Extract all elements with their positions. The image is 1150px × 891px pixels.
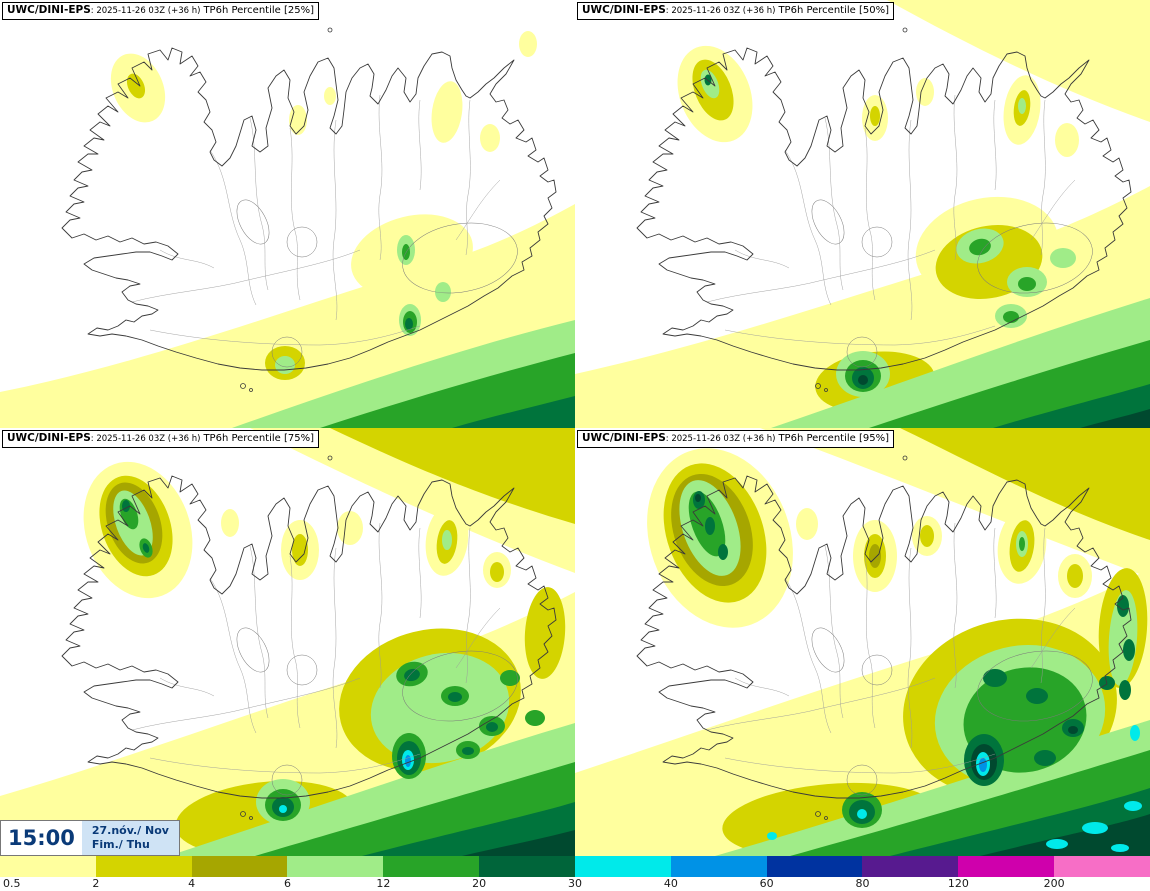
iceland-map-25 <box>0 27 575 428</box>
valid-date: 27.nóv./ Nov Fim./ Thu <box>81 821 179 855</box>
parameter-label: TP6h Percentile [75%] <box>203 433 314 444</box>
precip-field <box>575 428 1150 856</box>
run-info: : 2025-11-26 03Z (+36 h) <box>665 6 776 16</box>
iceland-map-75 <box>0 428 575 856</box>
forecast-panel-50: UWC/DINI-EPS: 2025-11-26 03Z (+36 h) TP6h… <box>575 0 1150 428</box>
parameter-label: TP6h Percentile [50%] <box>778 5 889 16</box>
valid-date-line: 27.nóv./ Nov <box>91 824 169 837</box>
colorbar-segment-80 <box>862 856 959 877</box>
panel-title-75: UWC/DINI-EPS: 2025-11-26 03Z (+36 h) TP6h… <box>2 430 319 448</box>
colorbar-labels: 0.5 2 4 6 12 20 30 40 60 80 120 200 <box>0 877 1150 891</box>
model-name: UWC/DINI-EPS <box>7 4 91 16</box>
colorbar-tick-12: 12 <box>376 877 391 890</box>
iceland-map-95 <box>575 428 1150 856</box>
colorbar-segment-6 <box>287 856 384 877</box>
colorbar-tick-80: 80 <box>855 877 870 890</box>
run-info: : 2025-11-26 03Z (+36 h) <box>665 434 776 444</box>
run-info: : 2025-11-26 03Z (+36 h) <box>90 434 201 444</box>
panel-grid: UWC/DINI-EPS: 2025-11-26 03Z (+36 h) TP6h… <box>0 0 1150 856</box>
colorbar-segment-200 <box>1054 856 1150 877</box>
colorbar-segment-120 <box>958 856 1055 877</box>
colorbar-segment-60 <box>766 856 863 877</box>
colorbar-tick-2: 2 <box>92 877 100 890</box>
colorbar-segment-40 <box>670 856 767 877</box>
model-name: UWC/DINI-EPS <box>582 432 666 444</box>
precip-field <box>0 31 575 428</box>
colorbar-tick-120: 120 <box>947 877 969 890</box>
parameter-label: TP6h Percentile [25%] <box>203 5 314 16</box>
colorbar-band <box>0 856 1150 877</box>
valid-time: 15:00 <box>1 821 82 855</box>
forecast-panel-25: UWC/DINI-EPS: 2025-11-26 03Z (+36 h) TP6h… <box>0 0 575 428</box>
colorbar-tick-20: 20 <box>472 877 487 890</box>
colorbar-tick-60: 60 <box>759 877 774 890</box>
colorbar-tick-4: 4 <box>188 877 196 890</box>
colorbar-segment-30 <box>574 856 671 877</box>
colorbar-tick-6: 6 <box>284 877 291 890</box>
precip-field <box>575 0 1150 428</box>
colorbar-tick-40: 40 <box>663 877 678 890</box>
parameter-label: TP6h Percentile [95%] <box>778 433 889 444</box>
valid-day-line: Fim./ Thu <box>91 838 150 851</box>
precipitation-colorbar: 0.5 2 4 6 12 20 30 40 60 80 120 200 <box>0 856 1150 891</box>
panel-title-50: UWC/DINI-EPS: 2025-11-26 03Z (+36 h) TP6h… <box>577 2 894 20</box>
colorbar-segment-12 <box>383 856 480 877</box>
panel-title-95: UWC/DINI-EPS: 2025-11-26 03Z (+36 h) TP6h… <box>577 430 894 448</box>
model-name: UWC/DINI-EPS <box>582 4 666 16</box>
colorbar-segment-0.5 <box>0 856 96 877</box>
colorbar-segment-20 <box>479 856 575 877</box>
run-info: : 2025-11-26 03Z (+36 h) <box>90 6 201 16</box>
forecast-panel-75: UWC/DINI-EPS: 2025-11-26 03Z (+36 h) TP6h… <box>0 428 575 856</box>
panel-title-25: UWC/DINI-EPS: 2025-11-26 03Z (+36 h) TP6h… <box>2 2 319 20</box>
colorbar-tick-200: 200 <box>1043 877 1065 890</box>
colorbar-tick-30: 30 <box>568 877 582 890</box>
forecast-panel-95: UWC/DINI-EPS: 2025-11-26 03Z (+36 h) TP6h… <box>575 428 1150 856</box>
model-name: UWC/DINI-EPS <box>7 432 91 444</box>
iceland-map-50 <box>575 0 1150 428</box>
colorbar-segment-2 <box>95 856 192 877</box>
valid-time-box: 15:00 27.nóv./ Nov Fim./ Thu <box>0 820 180 856</box>
colorbar-tick-0.5: 0.5 <box>3 877 21 890</box>
colorbar-segment-4 <box>191 856 288 877</box>
precip-field <box>0 428 575 856</box>
